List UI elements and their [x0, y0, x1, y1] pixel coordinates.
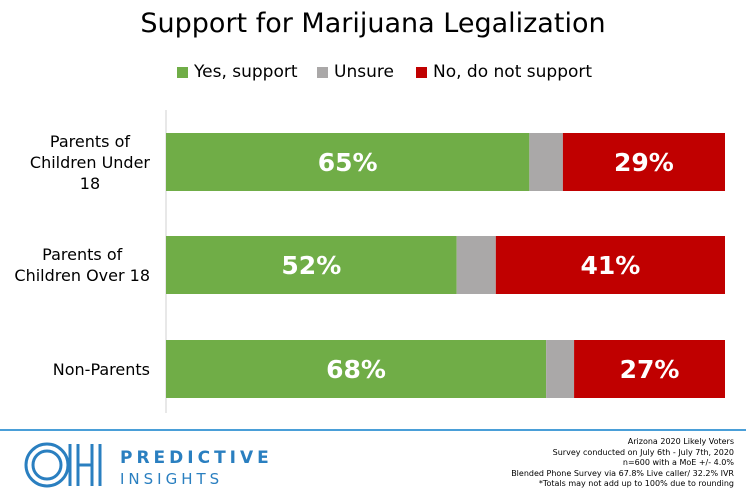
- bar-unsure-2: [456, 236, 496, 294]
- category-label-line: Children Under: [29, 152, 150, 172]
- legend-label-no: No, do not support: [433, 62, 593, 82]
- chart-title: Support for Marijuana Legalization: [140, 8, 606, 39]
- category-label-line: Non-Parents: [52, 359, 150, 379]
- methodology-notes: Arizona 2020 Likely Voters Survey conduc…: [511, 437, 734, 490]
- note-line: Arizona 2020 Likely Voters: [627, 437, 734, 446]
- legend-swatch-yes: [177, 66, 188, 78]
- chart-legend: Yes, support Unsure No, do not support: [0, 62, 746, 84]
- bar-no-1: [562, 133, 725, 191]
- category-label-line: Children Over 18: [14, 266, 150, 285]
- category-label-line: 18: [79, 173, 101, 193]
- data-label-yes-2: 52%: [281, 251, 341, 280]
- category-label-3: Non-Parents: [53, 359, 150, 380]
- brand-line-2: INSIGHTS: [120, 470, 224, 488]
- brand-name: PREDICTIVE INSIGHTS: [120, 448, 273, 488]
- bar-yes-1: [166, 133, 530, 191]
- note-line: Survey conducted on July 6th - July 7th,…: [552, 447, 734, 457]
- category-label-line: Parents of: [49, 131, 130, 151]
- note-line: *Totals may not add up to 100% due to ro…: [538, 479, 734, 488]
- legend-item-yes: Yes, support: [177, 62, 298, 82]
- category-label-1: Parents of Children Under 18: [30, 131, 150, 194]
- data-label-no-1: 29%: [614, 148, 674, 177]
- brand-line-1: PREDICTIVE: [120, 448, 273, 468]
- stacked-bar-chart: 65% 29% 52% 41% 68% 27%: [165, 110, 725, 413]
- data-label-yes-3: 68%: [326, 355, 386, 384]
- footer-divider: [0, 429, 746, 431]
- data-label-yes-1: 65%: [318, 148, 378, 177]
- legend-item-unsure: Unsure: [317, 62, 394, 82]
- bar-yes-3: [166, 340, 547, 398]
- oh-predictive-insights-logo: [24, 442, 102, 488]
- legend-swatch-no: [416, 66, 427, 78]
- bar-no-2: [495, 236, 725, 294]
- note-line: n=600 with a MoE +/- 4.0%: [622, 458, 734, 467]
- bar-no-3: [574, 340, 725, 398]
- category-label-line: Parents of: [42, 245, 123, 264]
- bar-unsure-3: [546, 340, 575, 398]
- note-line: Blended Phone Survey via 67.8% Live call…: [511, 468, 734, 478]
- category-label-2: Parents of Children Over 18: [14, 244, 150, 286]
- legend-label-unsure: Unsure: [334, 62, 394, 82]
- legend-swatch-unsure: [317, 66, 328, 78]
- bar-unsure-1: [529, 133, 563, 191]
- data-label-no-2: 41%: [580, 251, 640, 280]
- data-label-no-3: 27%: [620, 355, 680, 384]
- legend-item-no: No, do not support: [416, 62, 592, 82]
- legend-label-yes: Yes, support: [194, 62, 298, 82]
- bar-yes-2: [166, 236, 457, 294]
